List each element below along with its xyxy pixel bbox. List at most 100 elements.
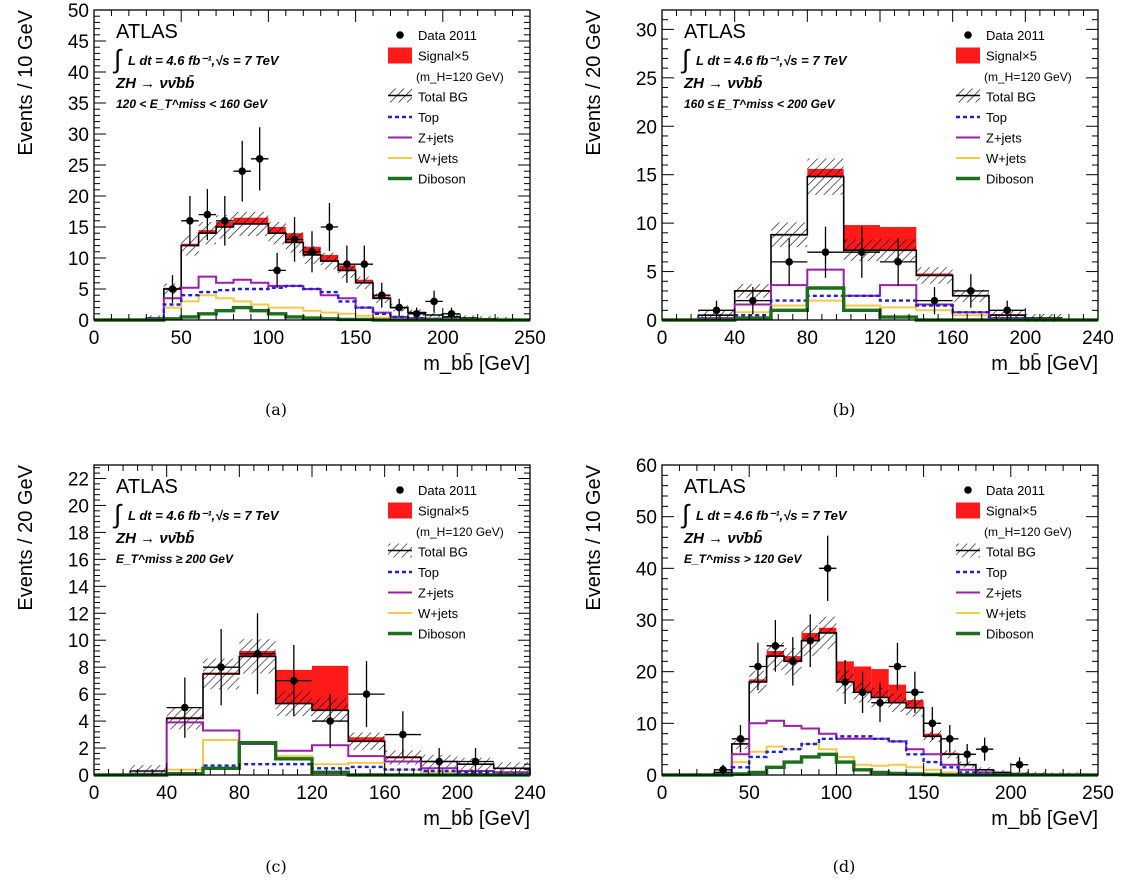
selection-label: 120 < E_T^miss < 160 GeV	[116, 97, 268, 111]
y-tick-label: 50	[68, 1, 89, 22]
data-point	[876, 698, 884, 707]
legend-entry: Diboson	[418, 172, 466, 187]
selection-label: E_T^miss > 120 GeV	[684, 552, 802, 566]
data-point	[377, 291, 386, 300]
data-point	[967, 287, 975, 295]
legend-entry: Z+jets	[986, 131, 1022, 146]
luminosity-label: L dt = 4.6 fb⁻¹,√s = 7 TeV	[696, 508, 848, 523]
x-axis-label: m_bb̄ [GeV]	[423, 352, 530, 375]
integral-sign: ∫	[112, 499, 123, 529]
x-tick-label: 0	[657, 328, 668, 349]
legend-entry: Diboson	[986, 627, 1034, 642]
legend-signal-swatch	[956, 47, 980, 64]
luminosity-label: L dt = 4.6 fb⁻¹,√s = 7 TeV	[128, 508, 280, 523]
x-axis-label: m_bb̄ [GeV]	[423, 807, 530, 830]
x-tick-label: 80	[229, 783, 250, 804]
legend-data-marker	[396, 31, 404, 39]
data-point	[1015, 760, 1024, 769]
data-point	[412, 310, 421, 318]
y-tick-label: 22	[68, 469, 89, 490]
y-tick-label: 10	[636, 714, 657, 735]
legend-entry: W+jets	[418, 606, 459, 621]
legend-entry: W+jets	[986, 606, 1027, 621]
legend: Data 2011 Signal×5 (m_H=120 GeV) Total BG To…	[956, 28, 1072, 187]
legend-entry: Z+jets	[418, 131, 454, 146]
y-tick-label: 0	[78, 766, 89, 787]
data-point	[1003, 306, 1011, 315]
x-tick-label: 50	[171, 328, 192, 349]
y-tick-label: 50	[636, 508, 657, 529]
data-point	[823, 564, 832, 573]
data-point	[945, 735, 954, 743]
legend-entry: Top	[418, 565, 439, 580]
data-point	[712, 306, 721, 315]
data-point	[471, 757, 480, 766]
y-tick-label: 20	[68, 496, 89, 517]
luminosity-label: L dt = 4.6 fb⁻¹,√s = 7 TeV	[696, 53, 848, 68]
data-point	[736, 735, 745, 743]
y-tick-label: 2	[78, 739, 89, 760]
y-tick-label: 0	[646, 766, 657, 787]
legend-entry: Data 2011	[418, 28, 477, 43]
chart-panel-d: 0 50 100 150 200 250 0 10 20 30 40 50 60 m_bb̄ [GeV] E…	[583, 456, 1114, 876]
data-point	[963, 750, 971, 759]
legend: Data 2011 Signal×5 (m_H=120 GeV) Total BG To…	[388, 483, 504, 642]
y-tick-label: 30	[68, 125, 89, 146]
integral-sign: ∫	[680, 44, 691, 74]
x-tick-label: 120	[864, 328, 896, 349]
x-tick-label: 100	[821, 783, 853, 804]
y-tick-label: 35	[68, 94, 89, 115]
y-tick-label: 40	[68, 63, 89, 84]
data-point	[395, 303, 404, 312]
top-line	[94, 284, 530, 322]
y-tick-label: 10	[68, 631, 89, 652]
legend-entry: Top	[986, 565, 1007, 580]
data-point	[911, 688, 919, 697]
process-label: ZH → νν̄bb̄	[683, 74, 762, 92]
process-label: ZH → νν̄bb̄	[683, 529, 762, 547]
x-tick-label: 150	[340, 328, 372, 349]
y-tick-label: 8	[78, 658, 89, 679]
data-point	[221, 217, 229, 225]
x-tick-label: 80	[797, 328, 818, 349]
data-point	[841, 678, 849, 686]
legend-entry: Signal×5	[986, 504, 1037, 519]
legend-entry: (m_H=120 GeV)	[984, 70, 1072, 84]
selection-label: 160 ≤ E_T^miss < 200 GeV	[684, 97, 836, 111]
selection-label: E_T^miss ≥ 200 GeV	[116, 552, 234, 566]
integral-sign: ∫	[680, 499, 691, 529]
y-tick-label: 30	[636, 611, 657, 632]
data-point	[399, 730, 407, 739]
data-point	[255, 155, 264, 163]
experiment-label: ATLAS	[684, 476, 746, 498]
data-point	[928, 719, 937, 728]
legend-data-marker	[964, 486, 972, 494]
x-tick-label: 250	[1082, 783, 1114, 804]
legend-entry: Data 2011	[418, 483, 477, 498]
y-tick-label: 14	[68, 577, 90, 598]
x-tick-label: 200	[1009, 328, 1041, 349]
y-tick-label: 10	[636, 214, 657, 235]
y-tick-label: 5	[646, 263, 657, 284]
legend-entry: (m_H=120 GeV)	[984, 525, 1072, 539]
x-tick-label: 0	[89, 783, 100, 804]
data-point	[749, 296, 757, 305]
legend-entry: Data 2011	[986, 483, 1045, 498]
data-point	[806, 636, 815, 645]
y-tick-label: 5	[78, 280, 89, 301]
y-tick-label: 25	[636, 69, 657, 90]
legend-entry: W+jets	[986, 151, 1027, 166]
y-tick-label: 60	[636, 456, 657, 477]
legend: Data 2011 Signal×5 (m_H=120 GeV) Total BG To…	[956, 483, 1072, 642]
y-tick-label: 20	[636, 117, 657, 138]
y-tick-label: 0	[78, 311, 89, 332]
data-point	[894, 258, 902, 266]
y-tick-label: 15	[68, 218, 89, 239]
x-tick-label: 50	[739, 783, 760, 804]
data-point	[186, 217, 194, 225]
integral-sign: ∫	[112, 44, 123, 74]
legend-entry: Total BG	[418, 90, 468, 105]
data-point	[362, 690, 371, 698]
data-point	[821, 248, 830, 256]
